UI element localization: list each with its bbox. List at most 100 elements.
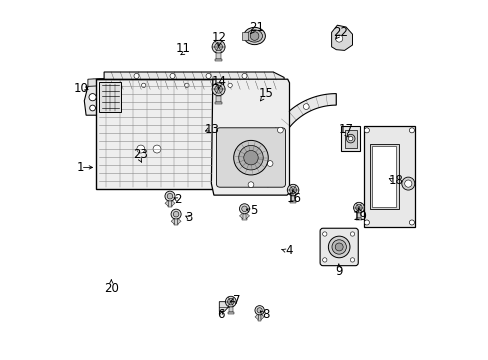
- Circle shape: [89, 94, 96, 101]
- Circle shape: [408, 220, 413, 225]
- Polygon shape: [164, 200, 168, 206]
- Text: 5: 5: [249, 204, 257, 217]
- Polygon shape: [99, 82, 121, 112]
- Circle shape: [404, 180, 411, 187]
- Polygon shape: [344, 130, 356, 148]
- Text: 11: 11: [176, 42, 190, 55]
- Text: 15: 15: [258, 87, 273, 100]
- Circle shape: [287, 184, 298, 196]
- Polygon shape: [363, 126, 415, 227]
- Circle shape: [289, 186, 296, 194]
- Bar: [356, 213, 360, 218]
- Circle shape: [353, 202, 364, 213]
- Circle shape: [322, 232, 326, 236]
- Circle shape: [137, 145, 144, 153]
- Circle shape: [212, 83, 224, 96]
- Circle shape: [348, 136, 352, 141]
- Circle shape: [408, 128, 413, 133]
- FancyBboxPatch shape: [320, 228, 358, 266]
- Text: 1: 1: [77, 161, 84, 174]
- Text: 8: 8: [262, 309, 269, 321]
- Polygon shape: [331, 25, 352, 50]
- Circle shape: [238, 145, 263, 170]
- Bar: [242, 214, 246, 220]
- Circle shape: [328, 236, 349, 258]
- Circle shape: [167, 193, 172, 199]
- Bar: [289, 201, 296, 203]
- Polygon shape: [245, 213, 249, 219]
- Circle shape: [331, 240, 346, 254]
- Circle shape: [233, 140, 268, 175]
- Circle shape: [277, 127, 283, 133]
- Circle shape: [322, 258, 326, 262]
- Text: 12: 12: [211, 31, 226, 44]
- Circle shape: [214, 43, 222, 51]
- Text: 18: 18: [387, 174, 402, 186]
- Polygon shape: [189, 118, 213, 154]
- Circle shape: [205, 73, 211, 78]
- Circle shape: [349, 258, 354, 262]
- Circle shape: [184, 83, 189, 87]
- Bar: [290, 196, 295, 201]
- Text: 21: 21: [249, 21, 264, 33]
- Polygon shape: [171, 218, 174, 224]
- Circle shape: [303, 104, 308, 109]
- Circle shape: [173, 211, 179, 217]
- Bar: [215, 59, 222, 61]
- Circle shape: [227, 298, 234, 305]
- Circle shape: [227, 83, 232, 87]
- Polygon shape: [219, 302, 228, 311]
- Circle shape: [254, 306, 264, 315]
- Bar: [216, 96, 221, 102]
- Text: 22: 22: [333, 26, 348, 39]
- Polygon shape: [239, 213, 243, 219]
- Text: 10: 10: [73, 82, 88, 95]
- Bar: [167, 201, 172, 207]
- Circle shape: [335, 35, 342, 42]
- Polygon shape: [84, 79, 101, 115]
- Circle shape: [401, 177, 414, 190]
- Circle shape: [247, 182, 253, 188]
- Text: 17: 17: [338, 123, 353, 136]
- Bar: [174, 219, 178, 225]
- Polygon shape: [211, 79, 289, 195]
- Polygon shape: [371, 146, 396, 207]
- Circle shape: [335, 243, 343, 251]
- Polygon shape: [104, 72, 284, 83]
- Circle shape: [257, 308, 262, 313]
- Text: 6: 6: [217, 309, 224, 321]
- Circle shape: [214, 85, 222, 93]
- Circle shape: [141, 83, 145, 87]
- Bar: [216, 53, 221, 59]
- Text: 4: 4: [285, 244, 293, 257]
- Text: 2: 2: [174, 193, 181, 206]
- Polygon shape: [149, 138, 167, 163]
- Text: 7: 7: [232, 294, 240, 307]
- FancyBboxPatch shape: [216, 128, 285, 187]
- Text: 19: 19: [351, 210, 366, 222]
- Bar: [242, 32, 247, 40]
- Circle shape: [346, 134, 354, 143]
- Polygon shape: [369, 144, 398, 209]
- Bar: [215, 102, 222, 104]
- Circle shape: [89, 105, 95, 111]
- Circle shape: [171, 209, 181, 219]
- Text: 9: 9: [334, 265, 342, 278]
- Polygon shape: [96, 79, 213, 189]
- Polygon shape: [177, 218, 181, 224]
- Text: 23: 23: [132, 148, 147, 161]
- Polygon shape: [171, 200, 175, 206]
- Circle shape: [349, 232, 354, 236]
- Bar: [227, 312, 233, 314]
- Text: 3: 3: [184, 211, 192, 224]
- Bar: [228, 307, 232, 312]
- Text: 20: 20: [103, 282, 119, 294]
- Polygon shape: [104, 81, 284, 92]
- Circle shape: [134, 73, 139, 78]
- Circle shape: [355, 204, 362, 211]
- Ellipse shape: [244, 27, 265, 45]
- Circle shape: [170, 73, 175, 78]
- Polygon shape: [254, 314, 258, 320]
- Circle shape: [244, 150, 258, 165]
- Polygon shape: [264, 94, 336, 192]
